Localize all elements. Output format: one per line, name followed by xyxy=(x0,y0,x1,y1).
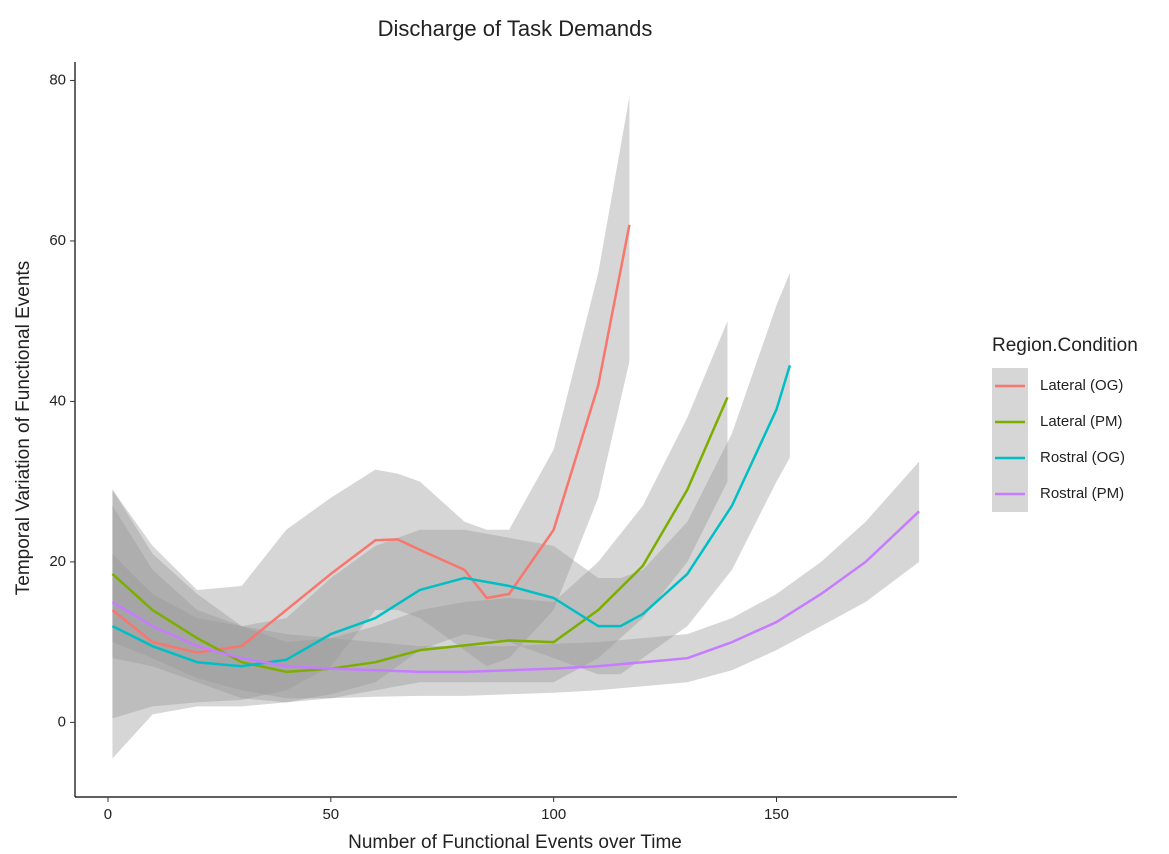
confidence-band xyxy=(112,273,790,759)
confidence-band xyxy=(112,321,728,703)
y-tick-label: 80 xyxy=(49,71,66,88)
y-tick-label: 20 xyxy=(49,553,66,570)
series-line xyxy=(111,364,792,668)
confidence-band xyxy=(112,96,630,719)
x-tick-label: 150 xyxy=(764,806,789,823)
legend-title: Region.Condition xyxy=(992,335,1138,356)
series-line xyxy=(111,510,920,674)
confidence-band xyxy=(112,461,920,699)
y-tick-label: 40 xyxy=(49,392,66,409)
legend-label: Lateral (PM) xyxy=(1040,413,1123,430)
chart-title: Discharge of Task Demands xyxy=(378,16,653,41)
y-tick-label: 60 xyxy=(49,232,66,249)
y-axis-label: Temporal Variation of Functional Events xyxy=(13,261,34,595)
x-tick-label: 100 xyxy=(541,806,566,823)
x-axis-label: Number of Functional Events over Time xyxy=(348,832,682,853)
legend-label: Rostral (OG) xyxy=(1040,449,1125,466)
x-tick-label: 50 xyxy=(322,806,339,823)
legend-label: Rostral (PM) xyxy=(1040,485,1124,502)
y-tick-label: 0 xyxy=(58,713,66,730)
legend-label: Lateral (OG) xyxy=(1040,377,1123,394)
x-tick-label: 0 xyxy=(104,806,112,823)
series-line xyxy=(111,396,729,674)
